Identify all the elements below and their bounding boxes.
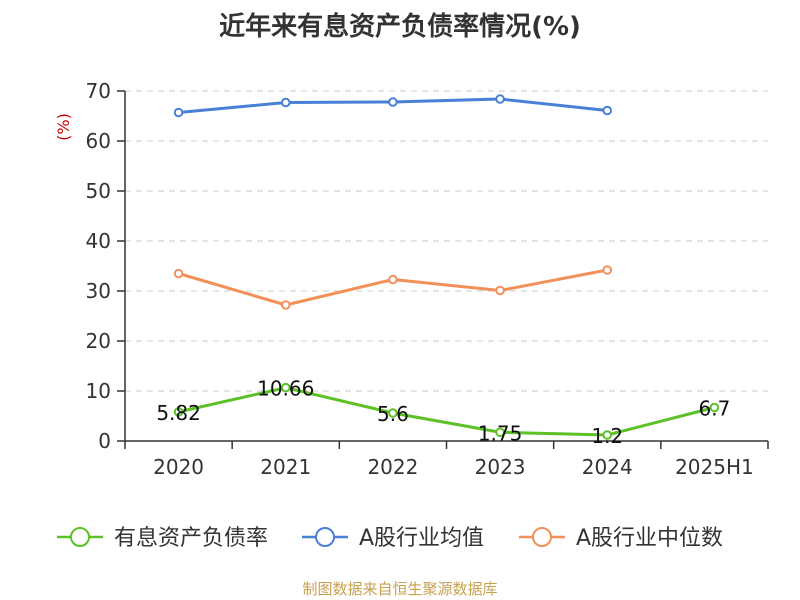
data-label: 1.75 (478, 421, 523, 445)
data-point (388, 408, 398, 418)
legend-label: A股行业均值 (359, 526, 484, 551)
y-tick-label: 30 (86, 279, 111, 303)
grid-lines (125, 90, 768, 392)
legend-swatch-marker (315, 527, 335, 547)
legend-label: A股行业中位数 (576, 526, 723, 551)
data-label: 1.2 (591, 424, 623, 448)
data-point (495, 285, 505, 296)
y-tick-label: 70 (86, 79, 111, 103)
series-line (178, 386, 715, 437)
data-point (602, 265, 613, 275)
series-layer (173, 94, 720, 440)
x-tick-label: 2023 (475, 455, 526, 479)
legend: 有息资产负债率 A股行业均值 A股行业中位数 (57, 526, 723, 551)
data-point (602, 430, 613, 440)
legend-swatch-marker (70, 527, 90, 547)
data-point (495, 427, 505, 438)
legend-label: 有息资产负债率 (114, 526, 268, 551)
data-point (495, 94, 505, 104)
data-point (173, 107, 184, 118)
x-tick-label: 2021 (260, 455, 311, 479)
y-tick-label: 0 (98, 429, 111, 453)
y-axis-label: (%) (54, 113, 73, 141)
legend-swatch-marker (532, 527, 552, 547)
x-tick-label: 2020 (153, 455, 204, 479)
data-labels: 5.82 10.66 5.6 1.75 1.2 6.7 (156, 377, 730, 448)
data-point (709, 402, 720, 413)
data-label: 10.66 (257, 377, 314, 401)
y-tick-label: 50 (86, 179, 111, 203)
y-tick-label: 10 (86, 379, 111, 403)
data-label: 6.7 (699, 397, 731, 421)
data-point (388, 97, 398, 107)
y-tick-label: 20 (86, 329, 111, 353)
data-point (280, 97, 291, 108)
data-point (602, 105, 613, 116)
chart-title: 近年来有息资产负债率情况(%) (219, 12, 581, 42)
data-point (280, 300, 291, 310)
data-point (280, 382, 291, 393)
axes: 0 10 20 30 40 50 60 70 (%) 2020 2021 2022 2023 2024 20… (54, 79, 769, 479)
data-label: 5.82 (156, 401, 201, 425)
y-tick-label: 60 (86, 129, 111, 153)
data-point (388, 274, 398, 285)
x-tick-label: 2022 (367, 455, 418, 479)
data-point (173, 407, 184, 417)
data-point (173, 268, 184, 279)
data-label: 5.6 (377, 402, 409, 426)
source-note: 制图数据来自恒生聚源数据库 (302, 580, 498, 598)
x-tick-label: 2024 (582, 455, 633, 479)
x-tick-label: 2025H1 (675, 455, 754, 479)
y-tick-label: 40 (86, 229, 111, 253)
